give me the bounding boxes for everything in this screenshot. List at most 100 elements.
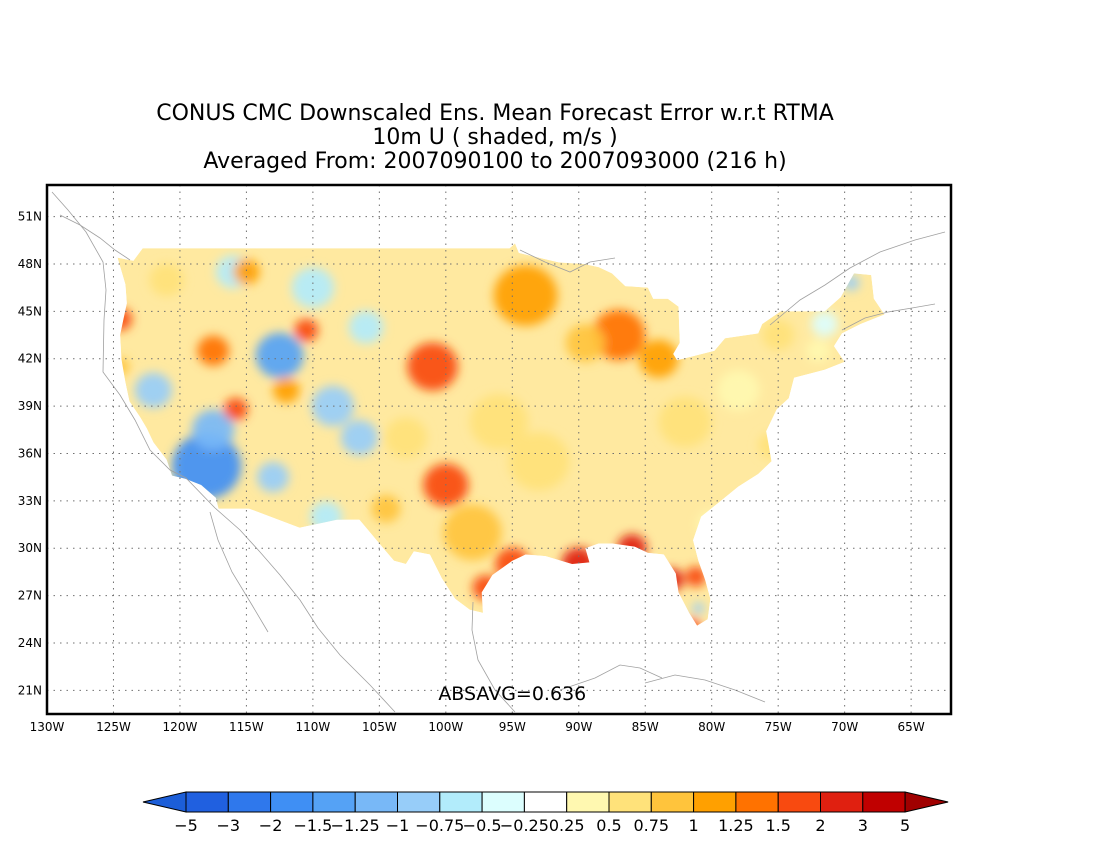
colorbar-swatch	[566, 791, 610, 813]
colorbar-label: −2	[259, 816, 283, 835]
colorbar-label: −1	[386, 816, 410, 835]
anomaly-blob	[717, 370, 760, 411]
colorbar-swatch	[777, 791, 822, 813]
bc-coastline	[59, 214, 131, 261]
anomaly-blob	[310, 501, 343, 532]
anomaly-blob	[697, 510, 727, 539]
anomaly-blob	[197, 335, 230, 366]
lat-tick-label: 39N	[18, 399, 42, 413]
coastlines	[51, 191, 946, 713]
colorbar-label: 5	[900, 816, 910, 835]
anomaly-blob	[340, 419, 379, 456]
mexico-gulf-coastline	[471, 601, 516, 713]
anomaly-blob	[191, 409, 235, 450]
colorbar-swatch	[397, 791, 441, 813]
anomaly-blob	[843, 275, 860, 291]
lon-tick-label: 110W	[295, 720, 330, 734]
lon-tick-label: 90W	[565, 720, 592, 734]
lon-tick-label: 125W	[96, 720, 131, 734]
anomaly-blob	[273, 377, 300, 403]
lon-tick-label: 100W	[428, 720, 463, 734]
colorbar: −5 −3 −2 −1.5−1.25 −1 −0.75−0.5−0.25 0.25 0.5 0.…	[142, 791, 949, 835]
colorbar-over-arrow	[904, 791, 949, 813]
anomaly-blob	[384, 417, 428, 458]
colorbar-swatch	[608, 791, 652, 813]
lat-tick-label: 42N	[18, 352, 42, 366]
error-field	[117, 243, 885, 626]
colorbar-swatch	[523, 791, 568, 813]
anomaly-blob	[692, 602, 705, 614]
lon-tick-label: 75W	[765, 720, 792, 734]
colorbar-label: −0.75	[415, 816, 464, 835]
colorbar-label: 1.25	[718, 816, 754, 835]
anomaly-blob	[472, 575, 499, 601]
colorbar-label: −1.25	[331, 816, 380, 835]
anomaly-blob	[682, 618, 702, 626]
lon-tick-label: 120W	[163, 720, 198, 734]
anomaly-blob	[117, 307, 133, 331]
longitude-tick-labels: 130W 125W 120W 115W 110W 105W 100W 95W 90W 85W 80W…	[30, 720, 925, 734]
latitude-tick-labels: 51N 48N 45N 42N 39N 36N 33N 30N 27N 24N 21N	[18, 210, 42, 698]
lat-tick-label: 30N	[18, 541, 42, 555]
colorbar-label: −0.5	[463, 816, 502, 835]
lat-tick-label: 51N	[18, 210, 42, 224]
title-block: CONUS CMC Downscaled Ens. Mean Forecast …	[0, 102, 990, 174]
colorbar-swatch	[354, 791, 399, 813]
anomaly-blob	[658, 396, 712, 448]
anomaly-blob	[117, 357, 130, 376]
lon-tick-label: 130W	[30, 720, 65, 734]
colorbar-label: −1.5	[293, 816, 332, 835]
lon-tick-label: 70W	[831, 720, 858, 734]
colorbar-label: −5	[174, 816, 198, 835]
colorbar-swatch	[185, 791, 229, 813]
map-panel: ABSAVG=0.636 51N 48N 45N 42N 39N 36N 33N 30N 27N…	[18, 183, 953, 734]
colorbar-swatch	[481, 791, 525, 813]
mexico-pacific-coastline	[214, 507, 396, 713]
lat-tick-label: 36N	[18, 446, 42, 460]
colorbar-swatch	[270, 791, 314, 813]
anomaly-blob	[565, 323, 606, 362]
lon-tick-label: 115W	[229, 720, 264, 734]
colorbar-under-arrow	[142, 791, 187, 813]
map-frame	[45, 183, 953, 716]
anomaly-blob	[149, 263, 184, 297]
colorbar-label: −3	[217, 816, 241, 835]
anomaly-blob	[257, 461, 289, 493]
title-line-2: 10m U ( shaded, m/s )	[372, 125, 618, 150]
anomaly-blob	[806, 339, 831, 363]
anomaly-blob	[592, 309, 646, 361]
lon-tick-label: 65W	[898, 720, 925, 734]
colorbar-swatch	[735, 791, 779, 813]
st-lawrence-coastline	[769, 231, 946, 326]
colorbar-label: −0.25	[500, 816, 549, 835]
colorbar-label: 0.5	[596, 816, 621, 835]
anomaly-blob	[311, 385, 355, 427]
anomaly-blob	[348, 310, 384, 344]
colorbar-swatch	[227, 791, 272, 813]
title-line-3: Averaged From: 2007090100 to 2007093000 …	[203, 149, 787, 174]
lat-tick-label: 27N	[18, 589, 42, 603]
anomaly-blob	[617, 534, 647, 563]
anomaly-blob	[371, 494, 401, 523]
baja-coastline	[209, 511, 269, 633]
colorbar-swatch	[312, 791, 356, 813]
anomaly-blob	[291, 267, 335, 308]
anomaly-blob	[469, 394, 529, 450]
anomaly-blob	[134, 372, 172, 408]
anomaly-blob	[294, 318, 319, 342]
colorbar-swatch	[693, 791, 737, 813]
anomaly-blob	[811, 311, 838, 337]
colorbar-label: 1.5	[765, 816, 790, 835]
lon-tick-label: 95W	[499, 720, 526, 734]
lat-tick-label: 48N	[18, 257, 42, 271]
lat-tick-label: 33N	[18, 494, 42, 508]
lon-tick-label: 80W	[698, 720, 725, 734]
graticule	[47, 185, 951, 714]
anomaly-blob	[493, 265, 558, 326]
hudson-coastline	[519, 249, 616, 273]
pacific-coastline	[51, 191, 216, 509]
colorbar-label: 2	[815, 816, 825, 835]
anomaly-blob	[407, 342, 458, 391]
anomaly-blob	[223, 397, 248, 421]
lat-tick-label: 24N	[18, 636, 42, 650]
